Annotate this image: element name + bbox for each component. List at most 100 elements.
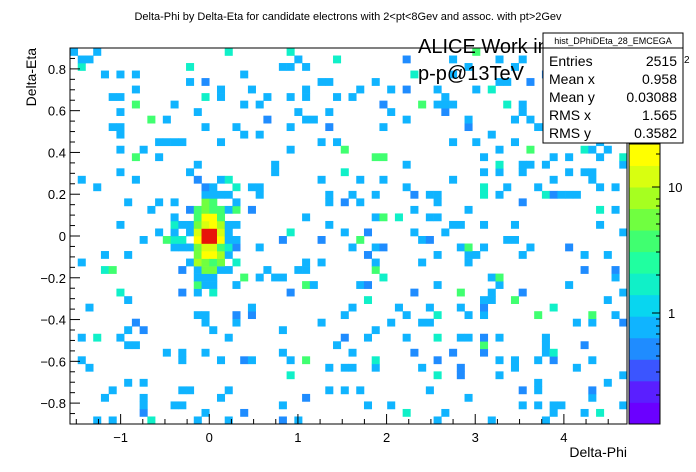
heatmap-cell [402, 183, 411, 192]
color-scale-segment [629, 359, 660, 382]
heatmap-cell [201, 251, 210, 259]
heatmap-cell [518, 198, 527, 207]
heatmap-cell [224, 228, 233, 237]
heatmap-cell [124, 378, 133, 387]
heatmap-cell [209, 326, 218, 335]
heatmap-cell [588, 168, 597, 177]
heatmap-cell [155, 228, 164, 237]
heatmap-cell [464, 311, 473, 320]
heatmap-cell [487, 288, 496, 297]
heatmap-cell [371, 356, 380, 365]
heatmap-cell [503, 100, 512, 109]
heatmap-cell [240, 130, 249, 139]
heatmap-cell [371, 78, 380, 86]
heatmap-cell [379, 273, 388, 282]
heatmap-cell [193, 281, 202, 289]
heatmap-cell [240, 408, 249, 417]
stats-value: 0.03088 [626, 89, 677, 105]
heatmap-cell [495, 356, 504, 365]
heatmap-cell [302, 393, 311, 402]
heatmap-cell [232, 243, 241, 252]
heatmap-cell [433, 311, 442, 320]
heatmap-cell [580, 168, 589, 177]
heatmap-cell [472, 138, 481, 147]
heatmap-cell [549, 408, 558, 417]
heatmap-cell [449, 175, 458, 184]
heatmap-cell [464, 205, 473, 214]
heatmap-cell [93, 416, 102, 425]
y-tick-label: −0.8 [40, 396, 66, 411]
heatmap-cell [108, 416, 117, 425]
heatmap-cell [317, 175, 326, 184]
heatmap-cell [534, 183, 543, 192]
heatmap-cell [131, 153, 140, 162]
heatmap-cell [271, 160, 280, 169]
heatmap-cell [201, 78, 210, 86]
y-tick-label: 0.2 [48, 187, 66, 202]
y-axis: −0.8 −0.6 −0.4 −0.2 0 0.2 0.4 0.6 0.8 [40, 57, 80, 415]
heatmap-cell [100, 266, 109, 274]
heatmap-cell [580, 251, 589, 259]
heatmap-cell [340, 363, 349, 372]
heatmap-cell [325, 108, 334, 116]
heatmap-cell [363, 296, 373, 304]
heatmap-cell [193, 251, 202, 259]
heatmap-cell [456, 303, 465, 312]
heatmap-cell [495, 371, 504, 380]
heatmap-cell [162, 236, 171, 244]
heatmap-cell [139, 401, 148, 410]
heatmap-cell [186, 78, 195, 86]
heatmap-cell [224, 333, 233, 342]
heatmap-cell [278, 236, 287, 244]
heatmap-cell [131, 318, 140, 327]
heatmap-cell [480, 348, 489, 357]
heatmap-cell [472, 85, 481, 94]
x-tick-label: 3 [472, 430, 479, 445]
heatmap-cell [549, 401, 558, 410]
heatmap-cell [449, 138, 458, 147]
heatmap-cell [232, 198, 241, 207]
heatmap-cell [302, 266, 311, 274]
heatmap-cell [495, 273, 504, 282]
heatmap-cell [340, 386, 349, 395]
heatmap-cell [464, 123, 473, 132]
heatmap-cell [108, 123, 117, 132]
heatmap-cell [534, 311, 543, 320]
stats-value: 1.565 [642, 107, 677, 123]
heatmap-cell [387, 85, 396, 94]
heatmap-cell [425, 318, 434, 327]
heatmap-cell [565, 190, 574, 199]
heatmap-cell [425, 190, 434, 199]
heatmap-cell [232, 311, 241, 320]
color-scale: 1 10 2 [628, 55, 690, 425]
heatmap-cell [572, 363, 581, 372]
heatmap-cell [588, 175, 597, 184]
heatmap-cell [278, 416, 287, 425]
heatmap-cell [580, 145, 589, 154]
heatmap-cell [278, 63, 287, 71]
heatmap-cell [433, 281, 442, 289]
heatmap-cell [116, 70, 125, 79]
heatmap-cell [425, 386, 434, 395]
heatmap-cell [216, 228, 226, 237]
heatmap-cell [162, 348, 171, 357]
heatmap-cell [356, 198, 365, 207]
heatmap-cell [255, 130, 264, 139]
heatmap-cell [201, 183, 210, 192]
heatmap-cell [487, 296, 496, 304]
heatmap-cell [224, 416, 233, 425]
heatmap-cell [371, 213, 380, 222]
heatmap-cell [588, 386, 597, 395]
heatmap-cell [131, 341, 140, 350]
heatmap-cell [363, 333, 373, 342]
heatmap-cell [464, 63, 473, 71]
heatmap-cell [534, 386, 543, 395]
heatmap-cell [247, 205, 256, 214]
heatmap-cell [449, 348, 458, 357]
heatmap-cell [619, 401, 628, 410]
heatmap-cell [209, 220, 218, 229]
heatmap-cell [201, 220, 210, 229]
heatmap-cell [363, 401, 373, 410]
stats-rows: Entries 2515 Mean x 0.958 Mean y 0.03088 RMS x… [549, 53, 677, 141]
heatmap-cell [170, 401, 179, 410]
